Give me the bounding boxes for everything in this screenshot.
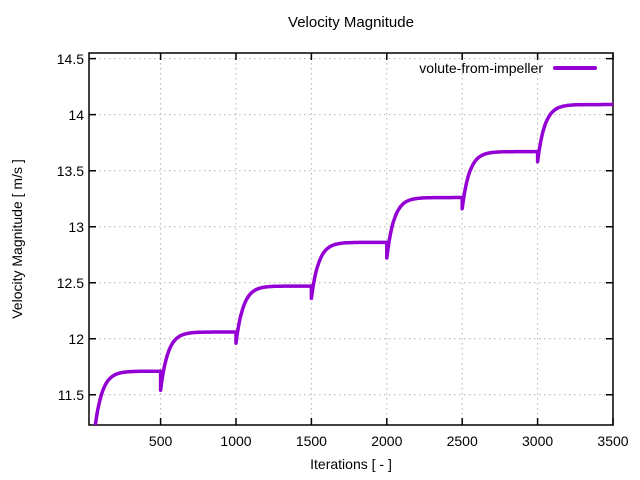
x-tick-label: 2000: [371, 433, 403, 449]
x-tick-label: 3500: [597, 433, 629, 449]
legend-line-sample: [553, 66, 597, 70]
x-tick-label: 1000: [220, 433, 252, 449]
plot-border: [88, 52, 614, 426]
axis-ticks: [89, 53, 614, 425]
x-tick-label: 3000: [522, 433, 554, 449]
x-axis-label: Iterations [ - ]: [310, 456, 392, 472]
y-tick-label: 12.5: [56, 274, 84, 291]
chart-title: Velocity Magnitude: [288, 14, 414, 31]
grid-lines: [89, 53, 614, 425]
x-tick-label: 2500: [446, 433, 478, 449]
y-tick-label: 14: [68, 106, 84, 123]
y-tick-label: 11.5: [57, 386, 84, 403]
y-tick-label: 14.5: [56, 50, 84, 67]
x-tick-label: 500: [148, 433, 173, 449]
legend-label: volute-from-impeller: [419, 60, 543, 76]
y-tick-label: 12: [68, 330, 84, 347]
y-tick-label: 13: [68, 218, 84, 235]
y-tick-label: 13.5: [56, 162, 84, 179]
x-tick-label: 1500: [295, 433, 327, 449]
y-axis-label: Velocity Magnitude [ m/s ]: [9, 159, 25, 319]
velocity-curve: [93, 102, 613, 425]
